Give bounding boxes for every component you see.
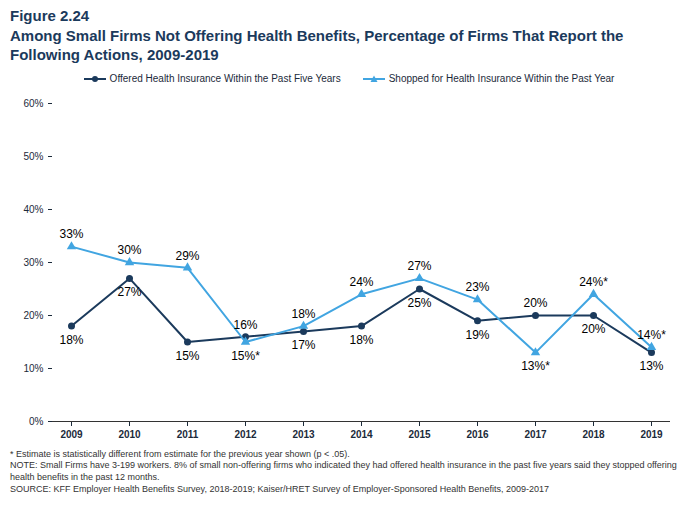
svg-text:15%: 15% [175, 348, 199, 362]
svg-text:24%: 24% [349, 275, 373, 289]
html-text:NOTE: Small Firms have 3-199 w: NOTE: Small Firms have 3-199 workers. 8%… [10, 460, 677, 482]
svg-text:2014: 2014 [350, 428, 373, 439]
svg-text:27%: 27% [407, 259, 431, 273]
html-text:* Estimate is statistically di: * Estimate is statistically different fr… [10, 448, 350, 459]
svg-text:20%: 20% [581, 322, 605, 336]
svg-text:16%: 16% [233, 317, 257, 331]
svg-text:2017: 2017 [524, 428, 547, 439]
svg-text:14%*: 14%* [637, 328, 666, 342]
svg-text:15%*: 15%* [231, 348, 260, 362]
svg-text:2016: 2016 [466, 428, 489, 439]
svg-text:20%: 20% [523, 296, 547, 310]
svg-text:24%*: 24%* [579, 275, 608, 289]
svg-text:18%: 18% [59, 332, 83, 346]
svg-text:20%: 20% [23, 309, 43, 320]
html-text:Among Small Firms Not Offering: Among Small Firms Not Offering Health Be… [10, 26, 624, 63]
svg-text:2011: 2011 [177, 428, 199, 439]
svg-text:2010: 2010 [118, 428, 141, 439]
svg-text:30%: 30% [23, 256, 43, 267]
svg-text:2015: 2015 [408, 428, 431, 439]
svg-text:2018: 2018 [582, 428, 605, 439]
svg-text:40%: 40% [23, 203, 43, 214]
html-text:Shopped for Health Insurance W: Shopped for Health Insurance Within the … [388, 73, 615, 84]
svg-text:0%: 0% [29, 415, 44, 426]
html-text:SOURCE: KFF Employer Health Be: SOURCE: KFF Employer Health Benefits Sur… [10, 483, 549, 494]
svg-text:25%: 25% [407, 295, 431, 309]
svg-text:60%: 60% [23, 97, 43, 108]
svg-text:18%: 18% [291, 306, 315, 320]
svg-text:33%: 33% [59, 227, 83, 241]
svg-text:30%: 30% [117, 243, 141, 257]
svg-text:13%*: 13%* [521, 359, 550, 373]
svg-text:29%: 29% [175, 248, 199, 262]
svg-text:2019: 2019 [640, 428, 663, 439]
svg-text:10%: 10% [23, 362, 43, 373]
svg-text:2013: 2013 [292, 428, 315, 439]
svg-text:18%: 18% [349, 332, 373, 346]
svg-text:2009: 2009 [60, 428, 83, 439]
svg-text:2012: 2012 [234, 428, 257, 439]
svg-text:19%: 19% [465, 327, 489, 341]
svg-text:50%: 50% [23, 150, 43, 161]
svg-text:23%: 23% [465, 280, 489, 294]
svg-text:13%: 13% [639, 359, 663, 373]
svg-text:27%: 27% [117, 285, 141, 299]
html-text:Offered Health Insurance Withi: Offered Health Insurance Within the Past… [109, 73, 341, 84]
svg-text:17%: 17% [291, 338, 315, 352]
html-text:Figure 2.24: Figure 2.24 [10, 7, 90, 24]
